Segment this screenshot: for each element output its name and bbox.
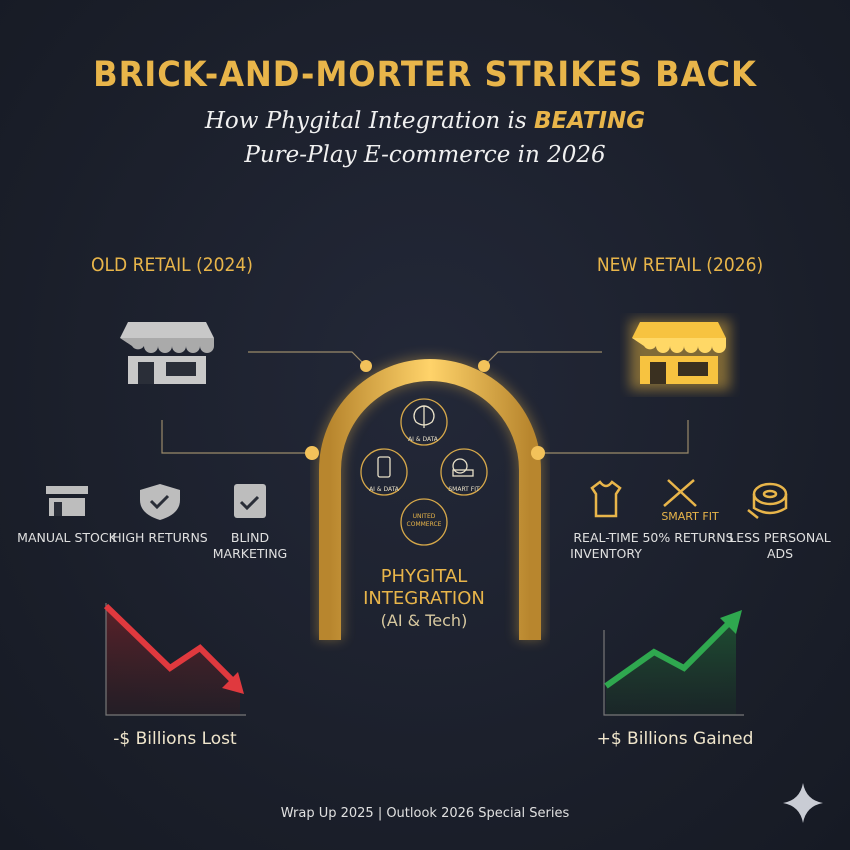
node-ai-data-left: AI & DATA	[369, 486, 399, 493]
shirt-icon	[590, 480, 622, 518]
down-arrow	[103, 603, 235, 683]
phygital-line-1: PHYGITAL	[380, 566, 468, 587]
old-result: -$ Billions Lost	[113, 729, 237, 749]
store-icon-old	[120, 322, 214, 384]
ruler-icon	[663, 479, 697, 507]
connector-lines	[161, 351, 689, 454]
phygital-line-2: INTEGRATION	[363, 588, 485, 609]
new-result: +$ Billions Gained	[596, 729, 754, 749]
store-icon-new	[630, 320, 730, 390]
old-retail-heading: OLD RETAIL (2024)	[91, 254, 253, 276]
node-united-commerce: UNITED COMMERCE	[406, 513, 442, 528]
brain-icon	[413, 405, 435, 428]
new-item-returns: 50% RETURNS	[642, 530, 734, 545]
subtitle-text: How Phygital Integration is	[204, 108, 534, 134]
center-nodes	[360, 398, 488, 546]
up-arrow	[604, 621, 731, 689]
phygital-arch	[305, 357, 545, 640]
new-item-real-time-inventory: REAL-TIME INVENTORY	[570, 530, 642, 561]
old-item-high-returns: HIGH RETURNS	[112, 530, 208, 545]
subtitle-emphasis: BEATING	[533, 108, 646, 134]
old-trend-chart	[103, 603, 246, 716]
footer: Wrap Up 2025 | Outlook 2026 Special Seri…	[280, 806, 570, 821]
phygital-title: PHYGITAL INTEGRATION (AI & Tech)	[324, 566, 524, 632]
page-title: BRICK-AND-MORTER STRIKES BACK	[93, 55, 757, 95]
subtitle-line-2: Pure-Play E-commerce in 2026	[244, 142, 606, 168]
new-retail-heading: NEW RETAIL (2026)	[596, 254, 764, 276]
old-item-blind-marketing: BLIND MARKETING	[212, 530, 288, 561]
store-icon	[46, 486, 88, 516]
checklist-icon	[234, 484, 266, 518]
new-item-icons	[590, 479, 788, 519]
old-item-icons	[46, 484, 266, 520]
phone-cart-icon	[377, 456, 391, 478]
subtitle-line-1: How Phygital Integration is BEATING	[0, 108, 850, 134]
new-item-personal-ads: LESS PERSONAL ADS	[729, 530, 831, 561]
sparkle-icon	[783, 783, 823, 823]
shield-check-icon	[140, 484, 180, 520]
smart-fit-tag: SMART FIT	[661, 510, 719, 523]
tape-measure-icon	[747, 482, 788, 519]
node-ai-data-top: AI & DATA	[408, 436, 438, 443]
node-smart-fit: SMART FIT	[448, 486, 480, 493]
tape-measure-icon	[452, 458, 474, 477]
new-trend-chart	[603, 610, 744, 716]
phygital-line-3: (AI & Tech)	[380, 611, 468, 630]
old-item-manual-stock: MANUAL STOCK	[17, 530, 117, 545]
